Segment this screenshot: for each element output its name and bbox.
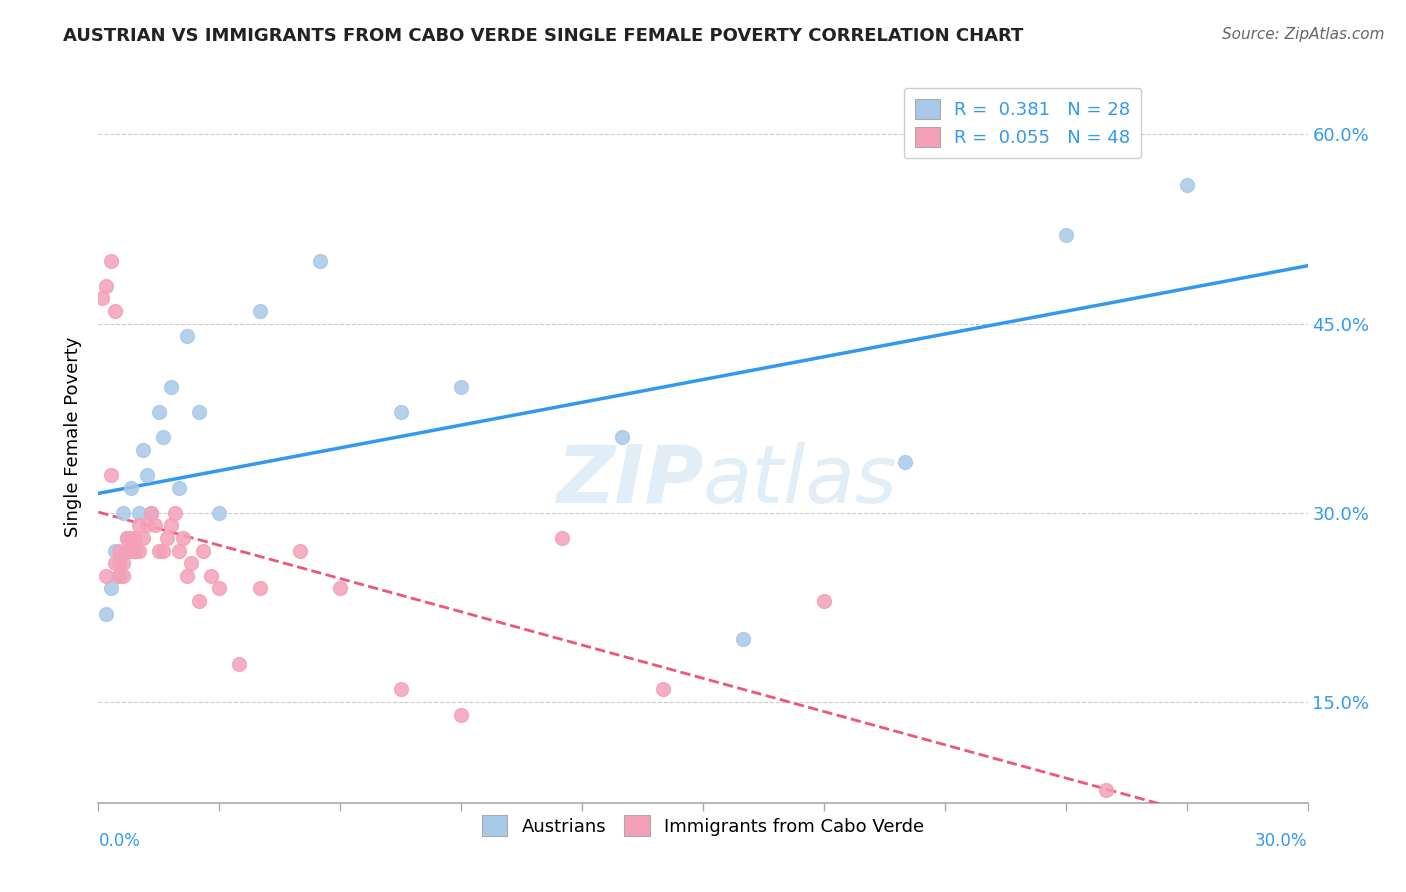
Point: [124, 543, 146, 558]
Point: [167, 543, 190, 558]
Point: [176, 329, 198, 343]
Text: ZIP: ZIP: [555, 442, 703, 520]
Point: [148, 543, 170, 558]
Point: [100, 582, 122, 596]
Point: [124, 543, 146, 558]
Point: [103, 556, 125, 570]
Point: [128, 543, 150, 558]
Point: [103, 304, 125, 318]
Point: [1095, 783, 1118, 797]
Point: [180, 556, 202, 570]
Point: [152, 430, 174, 444]
Point: [120, 543, 142, 558]
Point: [120, 531, 142, 545]
Point: [208, 582, 231, 596]
Point: [188, 594, 211, 608]
Point: [160, 518, 183, 533]
Point: [389, 682, 412, 697]
Point: [139, 506, 162, 520]
Point: [115, 531, 138, 545]
Point: [143, 518, 166, 533]
Point: [91, 291, 114, 305]
Text: 0.0%: 0.0%: [98, 832, 141, 850]
Point: [96, 278, 118, 293]
Point: [551, 531, 574, 545]
Text: AUSTRIAN VS IMMIGRANTS FROM CABO VERDE SINGLE FEMALE POVERTY CORRELATION CHART: AUSTRIAN VS IMMIGRANTS FROM CABO VERDE S…: [63, 27, 1024, 45]
Point: [148, 405, 170, 419]
Point: [115, 543, 138, 558]
Point: [135, 518, 157, 533]
Point: [107, 569, 129, 583]
Point: [612, 430, 634, 444]
Point: [128, 506, 150, 520]
Point: [111, 556, 134, 570]
Text: Source: ZipAtlas.com: Source: ZipAtlas.com: [1222, 27, 1385, 42]
Point: [309, 253, 332, 268]
Point: [249, 304, 271, 318]
Point: [107, 543, 129, 558]
Point: [200, 569, 222, 583]
Point: [107, 569, 129, 583]
Point: [152, 543, 174, 558]
Text: atlas: atlas: [703, 442, 898, 520]
Text: 30.0%: 30.0%: [1256, 832, 1308, 850]
Point: [208, 506, 231, 520]
Point: [176, 569, 198, 583]
Point: [1054, 228, 1077, 243]
Point: [160, 379, 183, 393]
Point: [115, 543, 138, 558]
Point: [733, 632, 755, 646]
Point: [288, 543, 311, 558]
Point: [107, 556, 129, 570]
Point: [172, 531, 194, 545]
Point: [120, 481, 142, 495]
Point: [813, 594, 835, 608]
Point: [111, 569, 134, 583]
Point: [156, 531, 179, 545]
Point: [228, 657, 250, 671]
Point: [167, 481, 190, 495]
Point: [132, 442, 155, 457]
Point: [893, 455, 915, 469]
Point: [651, 682, 673, 697]
Point: [124, 531, 146, 545]
Point: [100, 253, 122, 268]
Point: [103, 543, 125, 558]
Point: [115, 531, 138, 545]
Point: [249, 582, 271, 596]
Point: [135, 467, 157, 482]
Point: [329, 582, 352, 596]
Point: [450, 707, 472, 722]
Point: [132, 531, 155, 545]
Point: [389, 405, 412, 419]
Point: [111, 506, 134, 520]
Point: [96, 569, 118, 583]
Point: [193, 543, 215, 558]
Point: [128, 518, 150, 533]
Point: [100, 467, 122, 482]
Point: [139, 506, 162, 520]
Point: [188, 405, 211, 419]
Legend: Austrians, Immigrants from Cabo Verde: Austrians, Immigrants from Cabo Verde: [472, 806, 934, 845]
Point: [450, 379, 472, 393]
Point: [96, 607, 118, 621]
Point: [1175, 178, 1198, 192]
Y-axis label: Single Female Poverty: Single Female Poverty: [65, 337, 83, 537]
Point: [163, 506, 186, 520]
